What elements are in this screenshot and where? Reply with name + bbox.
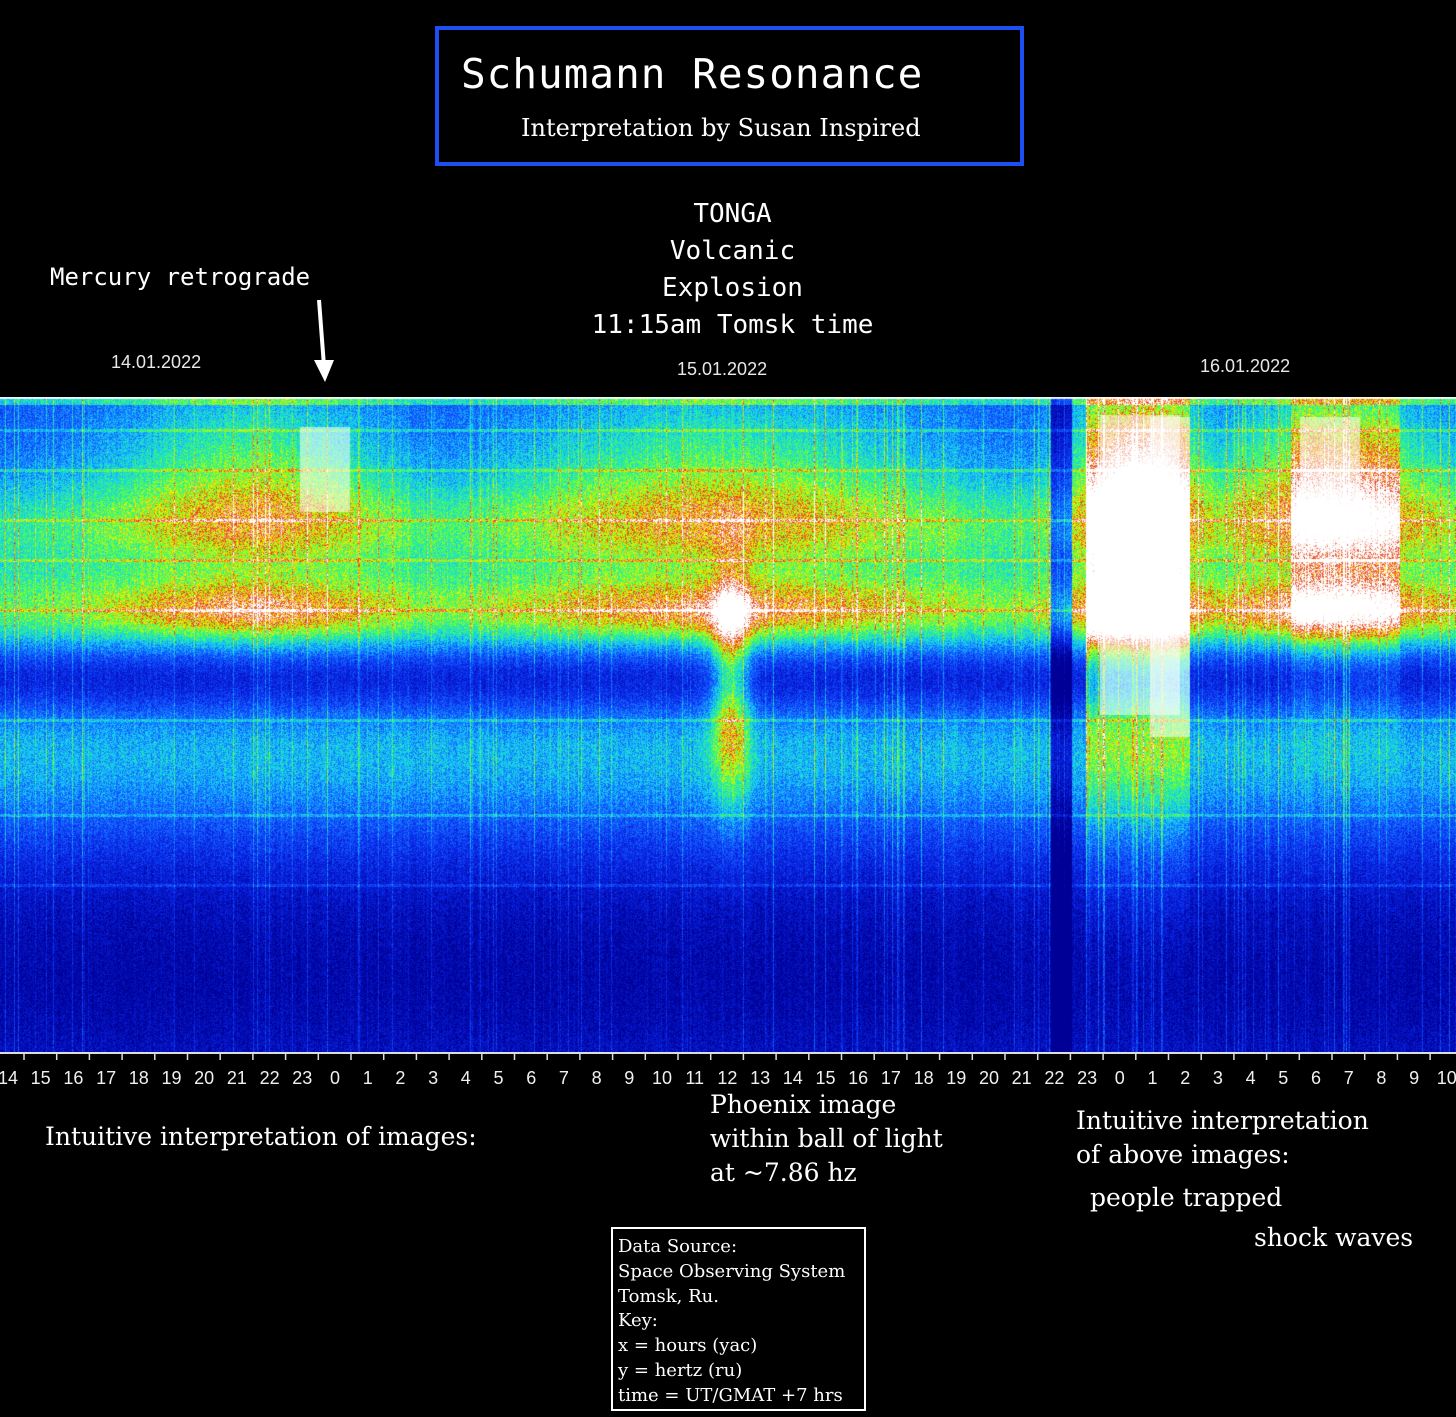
date-label: 14.01.2022 [111, 352, 202, 372]
x-tick-label: 2 [395, 1068, 405, 1088]
x-tick-label: 5 [493, 1068, 503, 1088]
x-tick-label: 5 [1278, 1068, 1288, 1088]
chart-subtitle: Interpretation by Susan Inspired [521, 114, 921, 142]
x-tick-label: 23 [1077, 1068, 1097, 1088]
arrow-down-icon [314, 299, 334, 382]
x-tick-label: 12 [717, 1068, 737, 1088]
x-tick-label: 13 [750, 1068, 770, 1088]
caption-line: of above images: [1076, 1140, 1290, 1169]
x-tick-label: 0 [330, 1068, 340, 1088]
caption-shock: shock waves [1254, 1223, 1414, 1252]
x-tick-label: 18 [914, 1068, 934, 1088]
x-tick-label: 19 [161, 1068, 181, 1088]
x-tick-label: 23 [292, 1068, 312, 1088]
x-tick-label: 0 [1115, 1068, 1125, 1088]
x-tick-label: 22 [1044, 1068, 1064, 1088]
x-tick-label: 22 [260, 1068, 280, 1088]
x-tick-label: 18 [129, 1068, 149, 1088]
tonga-line: 11:15am Tomsk time [591, 310, 874, 340]
x-tick-label: 6 [526, 1068, 536, 1088]
x-tick-label: 4 [1246, 1068, 1256, 1088]
x-tick-label: 3 [1213, 1068, 1223, 1088]
x-tick-label: 10 [1437, 1068, 1456, 1088]
x-tick-label: 20 [979, 1068, 999, 1088]
mercury-annotation: Mercury retrograde [50, 263, 311, 291]
x-tick-label: 8 [592, 1068, 602, 1088]
caption-line: at ~7.86 hz [710, 1158, 857, 1187]
x-tick-label: 17 [881, 1068, 901, 1088]
x-tick-label: 19 [946, 1068, 966, 1088]
source-line: Data Source: [618, 1236, 738, 1257]
x-tick-label: 11 [685, 1068, 704, 1088]
date-label: 16.01.2022 [1200, 356, 1291, 376]
source-line: y = hertz (ru) [618, 1359, 743, 1381]
x-tick-label: 9 [1409, 1068, 1419, 1088]
caption-left: Intuitive interpretation of images: [45, 1122, 477, 1151]
data-source-box: Data Source: Space Observing System Toms… [611, 1227, 866, 1411]
tonga-line: Volcanic [669, 236, 796, 266]
title-box: Schumann Resonance Interpretation by Sus… [435, 26, 1024, 166]
caption-people: people trapped [1090, 1183, 1283, 1212]
source-line: Space Observing System [618, 1260, 846, 1282]
spectrogram-heatmap [0, 397, 1456, 1053]
x-tick-label: 4 [461, 1068, 471, 1088]
caption-right: Intuitive interpretation of above images… [1076, 1104, 1369, 1172]
chart-title: Schumann Resonance [461, 50, 924, 98]
source-line: time = UT/GMAT +7 hrs [618, 1384, 843, 1406]
tonga-line: TONGA [693, 199, 772, 229]
x-tick-label: 9 [624, 1068, 634, 1088]
x-tick-label: 1 [363, 1068, 373, 1088]
caption-phoenix: Phoenix image within ball of light at ~7… [710, 1088, 943, 1190]
source-line: x = hours (yac) [618, 1335, 758, 1357]
source-line: Tomsk, Ru. [618, 1285, 719, 1307]
x-tick-label: 15 [815, 1068, 835, 1088]
x-tick-label: 16 [848, 1068, 868, 1088]
tonga-line: Explosion [662, 273, 803, 303]
x-tick-label: 21 [1012, 1068, 1032, 1088]
x-tick-label: 1 [1147, 1068, 1157, 1088]
x-tick-label: 8 [1376, 1068, 1386, 1088]
x-tick-label: 17 [96, 1068, 116, 1088]
tonga-annotation: TONGA Volcanic Explosion 11:15am Tomsk t… [560, 196, 905, 344]
x-tick-label: 20 [194, 1068, 214, 1088]
x-axis: 14 15 16 17 18 19 20 21 22 23 0 1 2 3 4 5 6 7 8 9 10 11 12 13 14… [0, 1052, 1456, 1088]
caption-line: within ball of light [710, 1124, 943, 1153]
x-tick-label: 10 [652, 1068, 672, 1088]
x-tick-label: 2 [1180, 1068, 1190, 1088]
x-tick-label: 15 [31, 1068, 51, 1088]
x-tick-label: 6 [1311, 1068, 1321, 1088]
x-tick-label: 7 [559, 1068, 569, 1088]
source-line: Key: [618, 1310, 658, 1332]
x-tick-label: 3 [428, 1068, 438, 1088]
x-tick-label: 16 [63, 1068, 83, 1088]
x-tick-label: 7 [1344, 1068, 1354, 1088]
x-tick-label: 21 [227, 1068, 247, 1088]
x-tick-label: 14 [0, 1068, 18, 1088]
caption-line: Intuitive interpretation [1076, 1106, 1369, 1135]
caption-line: Phoenix image [710, 1090, 897, 1119]
date-label: 15.01.2022 [677, 359, 768, 379]
x-tick-label: 14 [783, 1068, 803, 1088]
